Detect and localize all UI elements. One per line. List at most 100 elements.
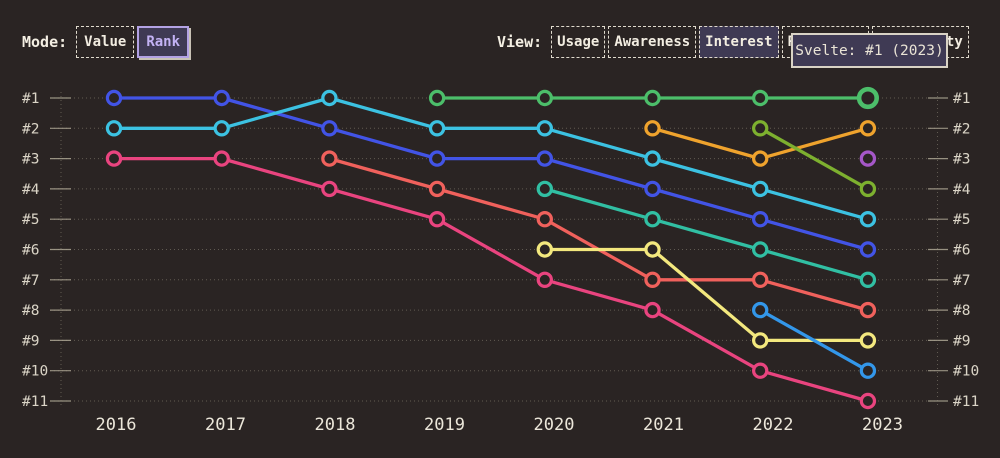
rank-label-right-4: #4 (953, 182, 971, 198)
x-tick-label-2020[interactable]: 2020 (534, 415, 575, 435)
rank-label-left-6: #6 (22, 243, 39, 259)
rank-label-right-5: #5 (953, 212, 970, 228)
chart-marker-cyan-2021[interactable] (644, 150, 661, 167)
chart-marker-cyan-2023[interactable] (859, 210, 877, 228)
chart-marker-cyan-2016[interactable] (105, 120, 123, 137)
tooltip-text: Svelte: #1 (2023) (795, 42, 944, 59)
chart-marker-teal-2021[interactable] (644, 210, 661, 228)
x-tick-label-2016[interactable]: 2016 (96, 415, 137, 435)
x-tick-label-2018[interactable]: 2018 (315, 415, 356, 435)
rank-label-right-9: #9 (953, 333, 970, 349)
chart-line-blue (112, 96, 870, 252)
chart-marker-yellow-2020[interactable] (536, 241, 554, 258)
chart-marker-teal-2023[interactable] (859, 271, 877, 288)
chart-marker-blue-2019[interactable] (428, 150, 446, 167)
chart-marker-blue-2020[interactable] (536, 150, 554, 167)
chart-marker-red-2022[interactable] (752, 271, 769, 288)
x-tick-label-2021[interactable]: 2021 (643, 415, 684, 435)
chart-marker-pink-2017[interactable] (213, 150, 230, 167)
chart-marker-blue-2018[interactable] (321, 120, 338, 137)
chart-marker-pink-2021[interactable] (644, 301, 661, 319)
chart-marker-orange-2022[interactable] (752, 150, 769, 167)
chart-marker-Svelte-2019[interactable] (428, 89, 446, 107)
chart-marker-Svelte-2020[interactable] (536, 89, 554, 107)
chart-marker-azure-2023[interactable] (859, 362, 877, 379)
chart-line-red (327, 156, 870, 312)
rank-label-left-4: #4 (22, 182, 40, 198)
chart-marker-cyan-2019[interactable] (428, 120, 446, 137)
rank-label-right-6: #6 (953, 243, 970, 259)
mode-toolbar: Mode: Value Rank (22, 26, 190, 58)
rank-label-right-11: #11 (953, 394, 979, 410)
x-tick-label-2017[interactable]: 2017 (205, 415, 246, 435)
chart-marker-Svelte-2021[interactable] (644, 89, 661, 107)
rank-label-right-2: #2 (953, 121, 970, 137)
mode-option-value[interactable]: Value (76, 26, 135, 58)
chart-marker-cyan-2022[interactable] (752, 180, 769, 198)
chart-marker-pink-2019[interactable] (428, 210, 446, 228)
chart-marker-cyan-2017[interactable] (213, 120, 230, 137)
mode-option-rank[interactable]: Rank (137, 26, 190, 58)
chart-marker-pink-2022[interactable] (752, 362, 769, 379)
rank-label-right-8: #8 (953, 303, 970, 319)
chart-marker-blue-2023[interactable] (859, 241, 877, 258)
rank-label-right-1: #1 (953, 91, 970, 107)
chart-marker-orange-2023[interactable] (859, 120, 877, 137)
chart-marker-orange-2021[interactable] (644, 120, 661, 137)
chart-marker-purple-2023[interactable] (859, 150, 877, 167)
x-tick-label-2023[interactable]: 2023 (862, 415, 903, 435)
chart-marker-pink-2018[interactable] (321, 180, 338, 198)
chart-marker-red-2020[interactable] (536, 210, 554, 228)
chart-marker-Svelte-2023-highlighted[interactable] (856, 86, 880, 110)
x-tick-label-2019[interactable]: 2019 (424, 415, 465, 435)
mode-label: Mode: (22, 33, 68, 51)
chart-marker-teal-2022[interactable] (752, 241, 769, 258)
rank-label-left-5: #5 (22, 212, 39, 228)
x-tick-label-2022[interactable]: 2022 (753, 415, 794, 435)
chart-line-azure (758, 308, 870, 373)
rank-label-left-1: #1 (22, 91, 39, 107)
view-option-interest[interactable]: Interest (699, 26, 779, 58)
chart-marker-red-2023[interactable] (859, 301, 877, 319)
chart-line-cyan (112, 96, 870, 221)
chart-marker-olive-2023[interactable] (859, 180, 877, 198)
chart-line-pink (112, 156, 870, 403)
chart-marker-blue-2017[interactable] (213, 89, 230, 107)
chart-marker-blue-2022[interactable] (752, 210, 769, 228)
chart-marker-Svelte-2022[interactable] (752, 89, 769, 107)
rank-label-left-10: #10 (22, 364, 48, 380)
chart-marker-pink-2016[interactable] (105, 150, 123, 167)
chart-marker-red-2019[interactable] (428, 180, 446, 198)
view-option-usage[interactable]: Usage (551, 26, 606, 58)
rank-label-left-8: #8 (22, 303, 39, 319)
rank-label-left-7: #7 (22, 273, 39, 289)
chart-tooltip: Svelte: #1 (2023) (791, 33, 948, 68)
chart-line-teal (543, 187, 870, 282)
rank-label-left-9: #9 (22, 333, 39, 349)
rank-label-left-2: #2 (22, 121, 39, 137)
rank-label-left-3: #3 (22, 152, 39, 168)
chart-marker-yellow-2023[interactable] (859, 332, 877, 349)
view-label: View: (497, 33, 543, 51)
chart-marker-pink-2020[interactable] (536, 271, 554, 288)
chart-marker-cyan-2020[interactable] (536, 120, 554, 137)
rank-label-left-11: #11 (22, 394, 48, 410)
chart-marker-red-2021[interactable] (644, 271, 661, 288)
chart-marker-cyan-2018[interactable] (321, 89, 338, 107)
chart-line-olive (758, 126, 870, 191)
chart-marker-red-2018[interactable] (321, 150, 338, 167)
rank-label-right-10: #10 (953, 364, 979, 380)
chart-marker-blue-2021[interactable] (644, 180, 661, 198)
chart-marker-pink-2023[interactable] (859, 392, 877, 410)
chart-marker-azure-2022[interactable] (752, 301, 769, 319)
rank-label-right-3: #3 (953, 152, 970, 168)
chart-marker-blue-2016[interactable] (105, 89, 123, 107)
chart-marker-yellow-2022[interactable] (752, 332, 769, 349)
view-option-awareness[interactable]: Awareness (608, 26, 697, 58)
chart-marker-olive-2022[interactable] (752, 120, 769, 137)
chart-marker-teal-2020[interactable] (536, 180, 554, 198)
chart-marker-yellow-2021[interactable] (644, 241, 661, 258)
rank-label-right-7: #7 (953, 273, 970, 289)
